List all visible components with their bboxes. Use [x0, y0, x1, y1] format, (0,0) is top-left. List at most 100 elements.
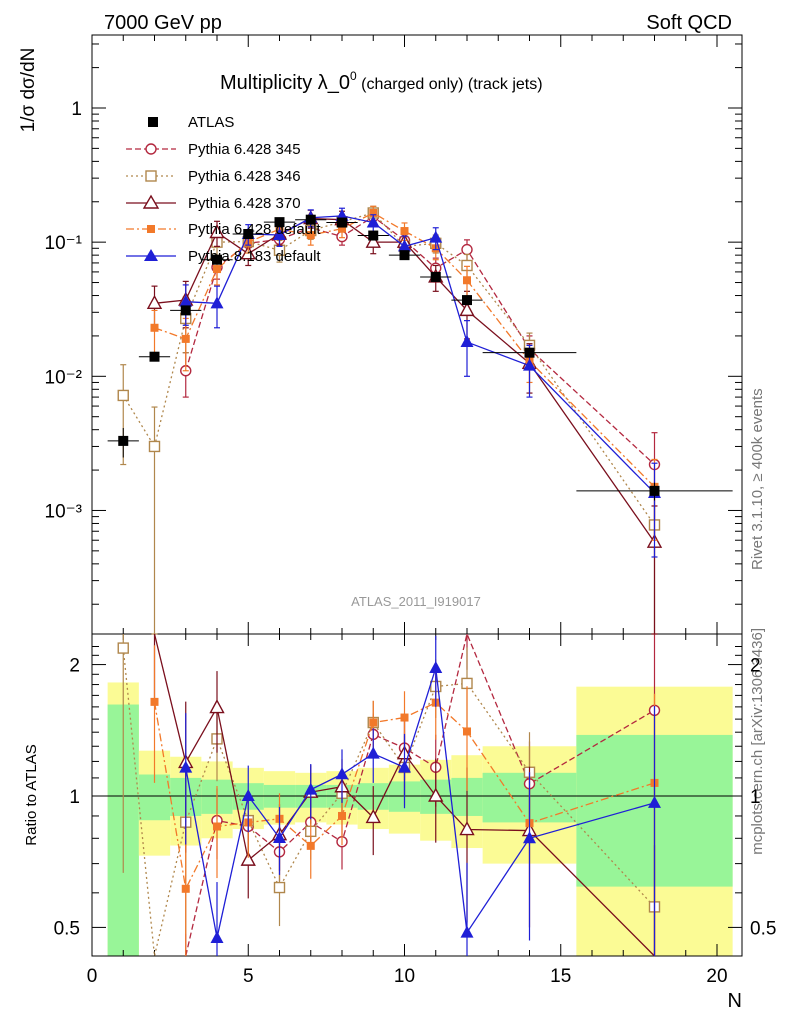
atlas-point [368, 230, 379, 241]
legend-marker-pythia-6428-346 [145, 170, 157, 182]
legend-marker-atlas [148, 117, 158, 127]
legend-entry-pythia-6428-370: Pythia 6.428 370 [126, 194, 301, 212]
legend-label-pythia-6428-346: Pythia 6.428 346 [188, 168, 301, 185]
y-axis-label-top: 1/σ dσ/dN [18, 48, 39, 133]
plot-title-suffix: (charged only) (track jets) [357, 76, 543, 93]
series-line-ratio-pythia-8-183-default [185, 667, 655, 939]
point-ratio-pythia-6-428-370 [459, 821, 475, 836]
atlas-data [107, 214, 733, 501]
series-line-top-pythia-8-183-default [185, 215, 655, 494]
point-top-pythia-8-183-default [210, 296, 224, 309]
y-tick-label-top: 10⁻¹ [45, 233, 83, 254]
legend: ATLAS Pythia 6.428 345 Pythia 6.428 346 … [126, 114, 321, 265]
point-ratio-pythia-6-428-default [463, 727, 471, 736]
point-ratio-pythia-6-428-default [338, 811, 346, 820]
point-top-pythia-8-183-default [460, 335, 474, 348]
uncertainty-bands [107, 682, 733, 956]
point-ratio-pythia-8-183-default [648, 795, 661, 808]
point-top-pythia-6-428-370 [209, 224, 225, 239]
legend-label-pythia-6428-default: Pythia 6.428 default [188, 221, 321, 238]
point-top-pythia-6-428-default [213, 265, 221, 274]
series-line-top-pythia-6-428-370 [154, 217, 656, 543]
legend-entry-pythia-8183-default: Pythia 8.183 default [126, 248, 321, 265]
series-line-top-pythia-6-428-345 [185, 215, 655, 466]
point-top-pythia-6-428-370 [459, 301, 475, 317]
y-tick-label-bottom: 2 [69, 656, 80, 677]
point-ratio-pythia-8-183-default [366, 746, 380, 759]
point-top-pythia-6-428-346 [148, 440, 161, 453]
point-ratio-pythia-6-428-default [306, 841, 315, 850]
x-axis-label: N [728, 990, 742, 1012]
legend-label-atlas: ATLAS [188, 114, 234, 131]
atlas-point [274, 217, 285, 228]
point-ratio-pythia-6-428-370 [428, 787, 444, 802]
point-ratio-pythia-8-183-default [460, 925, 474, 938]
y-tick-label-bottom: 1 [69, 787, 80, 808]
point-ratio-pythia-6-428-default [369, 718, 378, 727]
mc-series [117, 205, 663, 957]
point-ratio-pythia-6-428-default [181, 884, 190, 893]
point-ratio-pythia-8-183-default [304, 782, 318, 795]
point-top-pythia-8-183-default [398, 239, 411, 252]
y-tick-label-top: 1 [71, 99, 82, 120]
y-tick-label-bottom: 0.5 [54, 918, 80, 939]
legend-marker-pythia-6428-345 [145, 143, 157, 155]
point-top-pythia-8-183-default [179, 294, 193, 307]
mcplots-source-label: mcplots.cern.ch [arXiv:1306.3436] [749, 628, 766, 855]
legend-entry-pythia-6428-346: Pythia 6.428 346 [126, 168, 301, 185]
bottom-panel-frame [91, 633, 743, 957]
header-process-label: 7000 GeV pp [104, 12, 222, 34]
point-ratio-pythia-8-183-default [241, 788, 255, 801]
x-tick-label: 10 [394, 966, 415, 987]
point-ratio-pythia-6-428-370 [240, 851, 256, 866]
point-top-pythia-6-428-default [400, 227, 409, 236]
point-ratio-pythia-6-428-346 [117, 642, 129, 654]
y-axis-label-bottom: Ratio to ATLAS [23, 744, 40, 845]
point-top-pythia-6-428-default [338, 224, 346, 233]
x-tick-label: 0 [87, 966, 98, 987]
legend-label-pythia-6428-370: Pythia 6.428 370 [188, 195, 301, 212]
legend-entry-pythia-6428-345: Pythia 6.428 345 [126, 141, 301, 158]
point-top-pythia-8-183-default [273, 228, 286, 241]
legend-marker-pythia-6428-default [147, 225, 155, 233]
point-top-pythia-6-428-default [181, 334, 190, 343]
point-ratio-pythia-8-183-default [179, 760, 193, 773]
atlas-point [305, 214, 316, 225]
atlas-point [524, 347, 535, 358]
plot-title: Multiplicity λ_00 (charged only) (track … [220, 69, 543, 94]
legend-marker-pythia-8183-default [144, 249, 158, 261]
atlas-point [180, 305, 191, 316]
x-tick-label: 20 [706, 966, 727, 987]
point-ratio-pythia-6-428-346 [273, 881, 286, 894]
point-top-pythia-6-428-default [463, 276, 471, 285]
plot-title-main: Multiplicity λ_0 [220, 72, 350, 94]
legend-label-pythia-6428-345: Pythia 6.428 345 [188, 141, 301, 158]
point-ratio-pythia-8-183-default [273, 830, 286, 843]
point-top-pythia-6-428-370 [146, 294, 163, 310]
y-tick-label-bottom-right: 1 [750, 787, 761, 808]
point-top-pythia-8-183-default [523, 358, 536, 371]
rivet-version-label: Rivet 3.1.10, ≥ 400k events [749, 388, 766, 570]
y-tick-label-top: 10⁻² [45, 367, 83, 388]
point-ratio-pythia-6-428-370 [365, 809, 381, 824]
legend-entry-atlas: ATLAS [148, 114, 234, 131]
point-ratio-pythia-6-428-370 [209, 699, 225, 714]
legend-entry-pythia-6428-default: Pythia 6.428 default [126, 221, 321, 238]
atlas-point [212, 254, 222, 265]
point-ratio-pythia-6-428-default [213, 822, 221, 831]
atlas-point [118, 435, 129, 446]
point-ratio-pythia-8-183-default [210, 930, 224, 943]
point-top-pythia-6-428-346 [117, 389, 129, 402]
atlas-point [149, 351, 160, 362]
axes-frames [91, 34, 743, 957]
point-ratio-pythia-8-183-default [335, 767, 349, 780]
atlas-point [337, 217, 347, 228]
point-ratio-pythia-8-183-default [429, 661, 443, 674]
point-ratio-pythia-8-183-default [523, 831, 536, 844]
x-tick-label: 5 [243, 966, 254, 987]
point-ratio-pythia-6-428-default [400, 713, 409, 722]
legend-label-pythia-8183-default: Pythia 8.183 default [188, 248, 321, 265]
atlas-point [430, 271, 441, 282]
point-top-pythia-6-428-345 [461, 243, 473, 256]
